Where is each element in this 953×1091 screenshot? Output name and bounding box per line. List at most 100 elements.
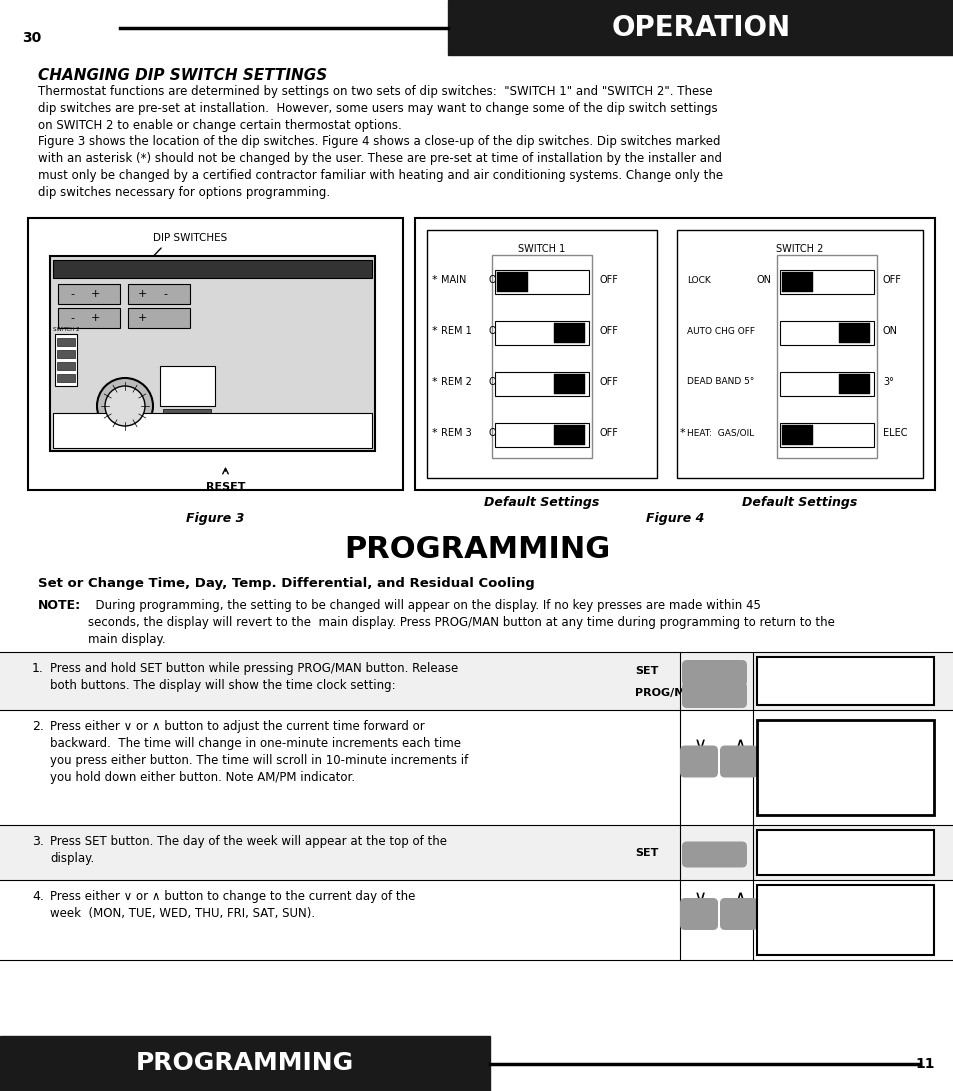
Text: NOTE:: NOTE:	[38, 599, 81, 612]
Text: OFF: OFF	[599, 428, 618, 437]
Text: ∧: ∧	[733, 889, 746, 907]
Text: ELEC: ELEC	[882, 428, 906, 437]
Bar	[57, 362, 75, 370]
Bar	[757, 830, 933, 875]
Bar	[839, 374, 869, 394]
Text: PROGRAMMING: PROGRAMMING	[135, 1051, 354, 1075]
Text: Default Settings: Default Settings	[741, 496, 857, 509]
Text: OFF: OFF	[599, 275, 618, 286]
Bar	[0, 825, 953, 880]
Bar	[128, 284, 190, 304]
Bar	[163, 409, 211, 424]
Text: SET: SET	[635, 666, 658, 676]
Text: ∧: ∧	[733, 736, 746, 755]
Text: ON: ON	[489, 326, 503, 336]
Bar	[554, 323, 584, 344]
Bar	[160, 365, 214, 406]
Bar	[780, 422, 873, 446]
Bar	[495, 321, 588, 345]
Bar	[0, 880, 953, 960]
Text: -: -	[163, 289, 167, 299]
Text: AUTO CHG OFF: AUTO CHG OFF	[686, 326, 754, 336]
Text: 1.: 1.	[32, 662, 44, 675]
Text: *: *	[432, 326, 437, 336]
Bar	[53, 260, 372, 278]
Bar	[554, 374, 584, 394]
Text: REM 3: REM 3	[440, 428, 471, 437]
Circle shape	[105, 386, 145, 425]
Text: MON: MON	[768, 840, 799, 853]
Text: During programming, the setting to be changed will appear on the display. If no : During programming, the setting to be ch…	[88, 599, 834, 646]
Bar	[492, 255, 592, 458]
Text: Figure 3: Figure 3	[186, 512, 244, 525]
Text: 3.: 3.	[32, 835, 44, 848]
Bar	[0, 1036, 490, 1091]
Text: +: +	[91, 313, 99, 323]
Bar	[57, 374, 75, 382]
Text: PROG/MAN: PROG/MAN	[635, 688, 702, 698]
Text: OFF: OFF	[599, 376, 618, 387]
Bar	[554, 424, 584, 445]
Text: PROGRAMMING: PROGRAMMING	[343, 535, 610, 564]
Bar	[780, 321, 873, 345]
Bar	[0, 652, 953, 710]
Text: *: *	[679, 428, 685, 437]
Text: SWITCH 2: SWITCH 2	[776, 244, 822, 254]
Bar	[781, 273, 812, 292]
Text: Press SET button. The day of the week will appear at the top of the
display.: Press SET button. The day of the week wi…	[50, 835, 447, 865]
Text: Figure 3 shows the location of the dip switches. Figure 4 shows a close-up of th: Figure 3 shows the location of the dip s…	[38, 135, 722, 199]
Bar	[757, 657, 933, 705]
Bar	[128, 308, 190, 328]
Bar	[757, 885, 933, 955]
Text: +: +	[91, 289, 99, 299]
FancyBboxPatch shape	[720, 745, 758, 778]
Bar	[55, 334, 77, 386]
Text: +: +	[137, 313, 147, 323]
Text: SET: SET	[635, 848, 658, 858]
FancyBboxPatch shape	[679, 898, 718, 930]
Text: Figure 4: Figure 4	[645, 512, 703, 525]
Text: 4.: 4.	[32, 890, 44, 903]
Text: +: +	[137, 289, 147, 299]
Text: ∨: ∨	[693, 736, 706, 755]
Text: 11: 11	[915, 1057, 934, 1071]
Bar	[780, 271, 873, 295]
Bar	[757, 720, 933, 815]
Bar	[28, 218, 402, 490]
Text: 30: 30	[22, 31, 41, 45]
Text: ON: ON	[882, 326, 897, 336]
Text: ON: ON	[757, 275, 771, 286]
FancyBboxPatch shape	[681, 660, 746, 686]
Bar	[50, 256, 375, 451]
Text: -: -	[70, 313, 74, 323]
Text: RESET: RESET	[206, 482, 245, 492]
FancyBboxPatch shape	[681, 841, 746, 867]
Text: Set or Change Time, Day, Temp. Differential, and Residual Cooling: Set or Change Time, Day, Temp. Different…	[38, 577, 535, 590]
Bar	[776, 255, 876, 458]
Text: SWITCH 1: SWITCH 1	[517, 244, 565, 254]
Text: -: -	[70, 289, 74, 299]
Text: ∨: ∨	[693, 889, 706, 907]
Bar	[415, 218, 934, 490]
Text: *: *	[432, 376, 437, 387]
Text: Press either ∨ or ∧ button to change to the current day of the
week  (MON, TUE, : Press either ∨ or ∧ button to change to …	[50, 890, 415, 920]
Text: DIP SWITCHES: DIP SWITCHES	[152, 233, 227, 243]
Bar	[58, 308, 120, 328]
Circle shape	[97, 377, 152, 434]
Text: OPERATION: OPERATION	[611, 14, 790, 41]
Bar	[781, 424, 812, 445]
Bar	[780, 372, 873, 396]
FancyBboxPatch shape	[679, 745, 718, 778]
Bar	[495, 422, 588, 446]
Bar	[57, 350, 75, 358]
Text: *: *	[432, 428, 437, 437]
Text: PM: PM	[908, 742, 925, 752]
Text: Press and hold SET button while pressing PROG/MAN button. Release
both buttons. : Press and hold SET button while pressing…	[50, 662, 457, 692]
Text: SWITCH 2: SWITCH 2	[52, 327, 79, 332]
Bar	[448, 0, 953, 55]
Text: ON: ON	[489, 376, 503, 387]
Bar	[57, 338, 75, 346]
Bar	[53, 413, 372, 448]
FancyBboxPatch shape	[681, 682, 746, 708]
Text: 2.: 2.	[32, 720, 44, 733]
